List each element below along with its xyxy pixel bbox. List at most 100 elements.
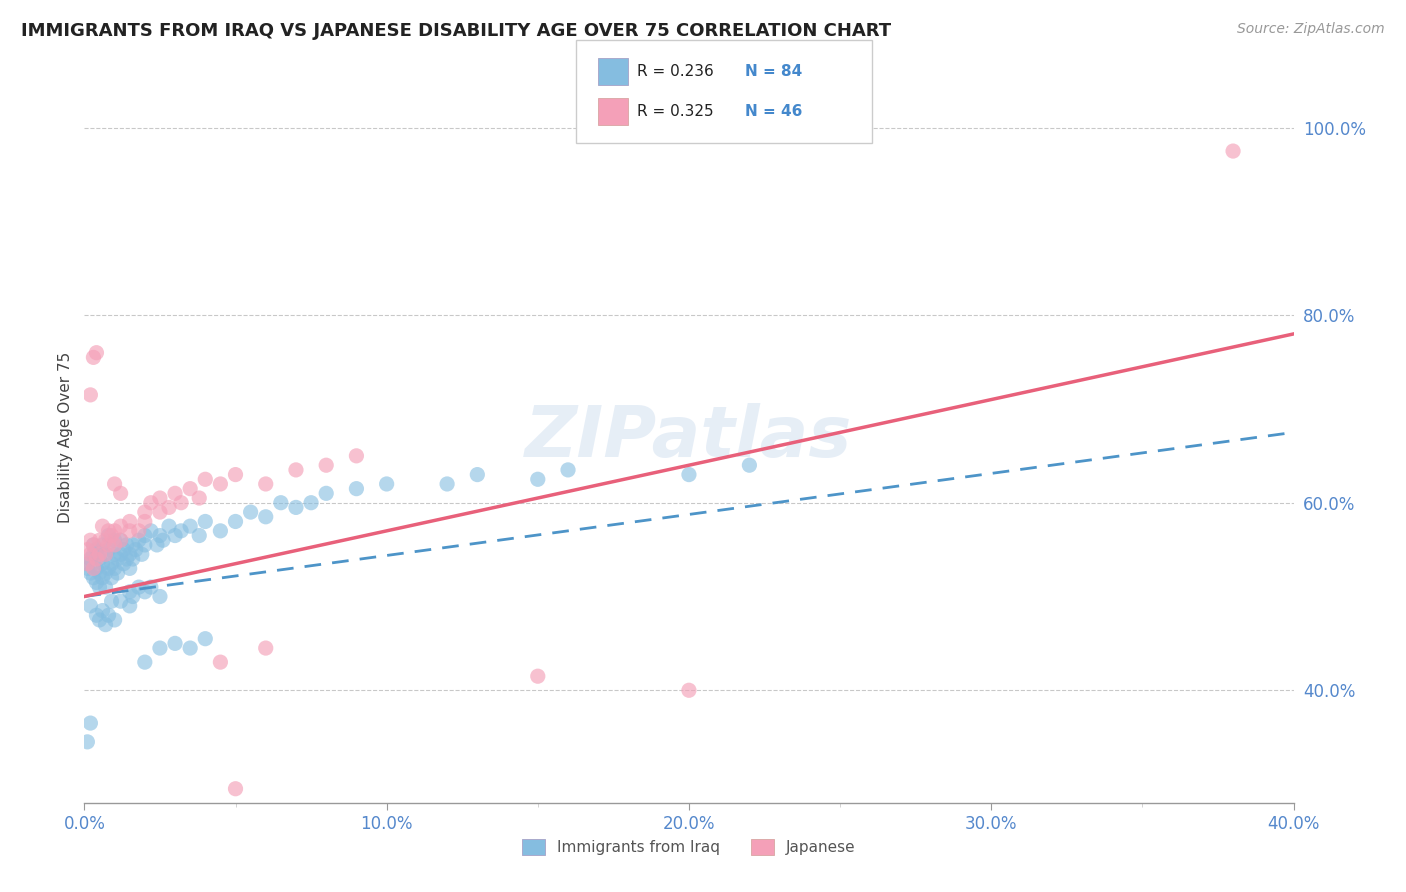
Point — [79, 552, 101, 566]
Point — [82, 547, 104, 561]
Point — [97, 538, 120, 552]
Point — [112, 542, 135, 557]
Point — [254, 641, 277, 656]
Point — [125, 542, 148, 557]
Point — [107, 552, 129, 566]
Point — [188, 491, 211, 505]
Point — [110, 547, 132, 561]
Point — [179, 482, 201, 496]
Point — [315, 486, 337, 500]
Point — [91, 519, 114, 533]
Point — [209, 655, 232, 669]
Text: R = 0.236: R = 0.236 — [637, 64, 714, 78]
Point — [134, 528, 156, 542]
Point — [134, 515, 156, 529]
Point — [91, 571, 114, 585]
Point — [118, 584, 141, 599]
Point — [76, 542, 98, 557]
Point — [76, 561, 98, 575]
Point — [91, 603, 114, 617]
Point — [79, 566, 101, 580]
Point — [104, 613, 127, 627]
Point — [104, 538, 127, 552]
Point — [86, 608, 108, 623]
Point — [128, 524, 150, 538]
Point — [82, 571, 104, 585]
Point — [139, 580, 162, 594]
Point — [97, 524, 120, 538]
Point — [91, 538, 114, 552]
Point — [436, 477, 458, 491]
Point — [104, 524, 127, 538]
Point — [194, 472, 217, 486]
Point — [139, 524, 162, 538]
Point — [82, 351, 104, 365]
Point — [375, 477, 398, 491]
Point — [89, 566, 111, 580]
Point — [89, 613, 111, 627]
Point — [97, 542, 120, 557]
Point — [79, 388, 101, 402]
Point — [100, 557, 122, 571]
Point — [118, 599, 141, 613]
Text: ZIPatlas: ZIPatlas — [526, 402, 852, 472]
Point — [527, 472, 550, 486]
Point — [678, 683, 700, 698]
Point — [79, 716, 101, 731]
Point — [86, 552, 108, 566]
Point — [94, 547, 117, 561]
Point — [97, 608, 120, 623]
Point — [149, 505, 172, 519]
Point — [121, 552, 143, 566]
Point — [139, 496, 162, 510]
Point — [165, 528, 187, 542]
Point — [254, 509, 277, 524]
Point — [209, 524, 232, 538]
Point — [110, 533, 132, 548]
Point — [104, 561, 127, 575]
Point — [104, 547, 127, 561]
Point — [134, 824, 156, 838]
Point — [89, 533, 111, 548]
Point — [225, 515, 247, 529]
Point — [134, 538, 156, 552]
Point — [100, 594, 122, 608]
Point — [79, 599, 101, 613]
Point — [104, 533, 127, 548]
Point — [299, 496, 322, 510]
Point — [149, 528, 172, 542]
Point — [346, 482, 368, 496]
Point — [94, 566, 117, 580]
Point — [110, 594, 132, 608]
Point — [134, 584, 156, 599]
Point — [118, 515, 141, 529]
Point — [146, 538, 169, 552]
Point — [128, 580, 150, 594]
Point — [157, 500, 180, 515]
Point — [86, 542, 108, 557]
Point — [179, 641, 201, 656]
Text: Source: ZipAtlas.com: Source: ZipAtlas.com — [1237, 22, 1385, 37]
Text: R = 0.325: R = 0.325 — [637, 104, 713, 119]
Point — [165, 486, 187, 500]
Point — [110, 519, 132, 533]
Point — [118, 524, 141, 538]
Point — [121, 590, 143, 604]
Point — [149, 491, 172, 505]
Point — [149, 641, 172, 656]
Point — [121, 538, 143, 552]
Point — [194, 515, 217, 529]
Point — [115, 538, 138, 552]
Y-axis label: Disability Age Over 75: Disability Age Over 75 — [58, 351, 73, 523]
Point — [557, 463, 579, 477]
Point — [107, 566, 129, 580]
Point — [225, 467, 247, 482]
Point — [82, 538, 104, 552]
Point — [134, 655, 156, 669]
Text: N = 46: N = 46 — [745, 104, 803, 119]
Point — [89, 580, 111, 594]
Point — [346, 449, 368, 463]
Point — [239, 505, 262, 519]
Point — [89, 552, 111, 566]
Point — [131, 547, 153, 561]
